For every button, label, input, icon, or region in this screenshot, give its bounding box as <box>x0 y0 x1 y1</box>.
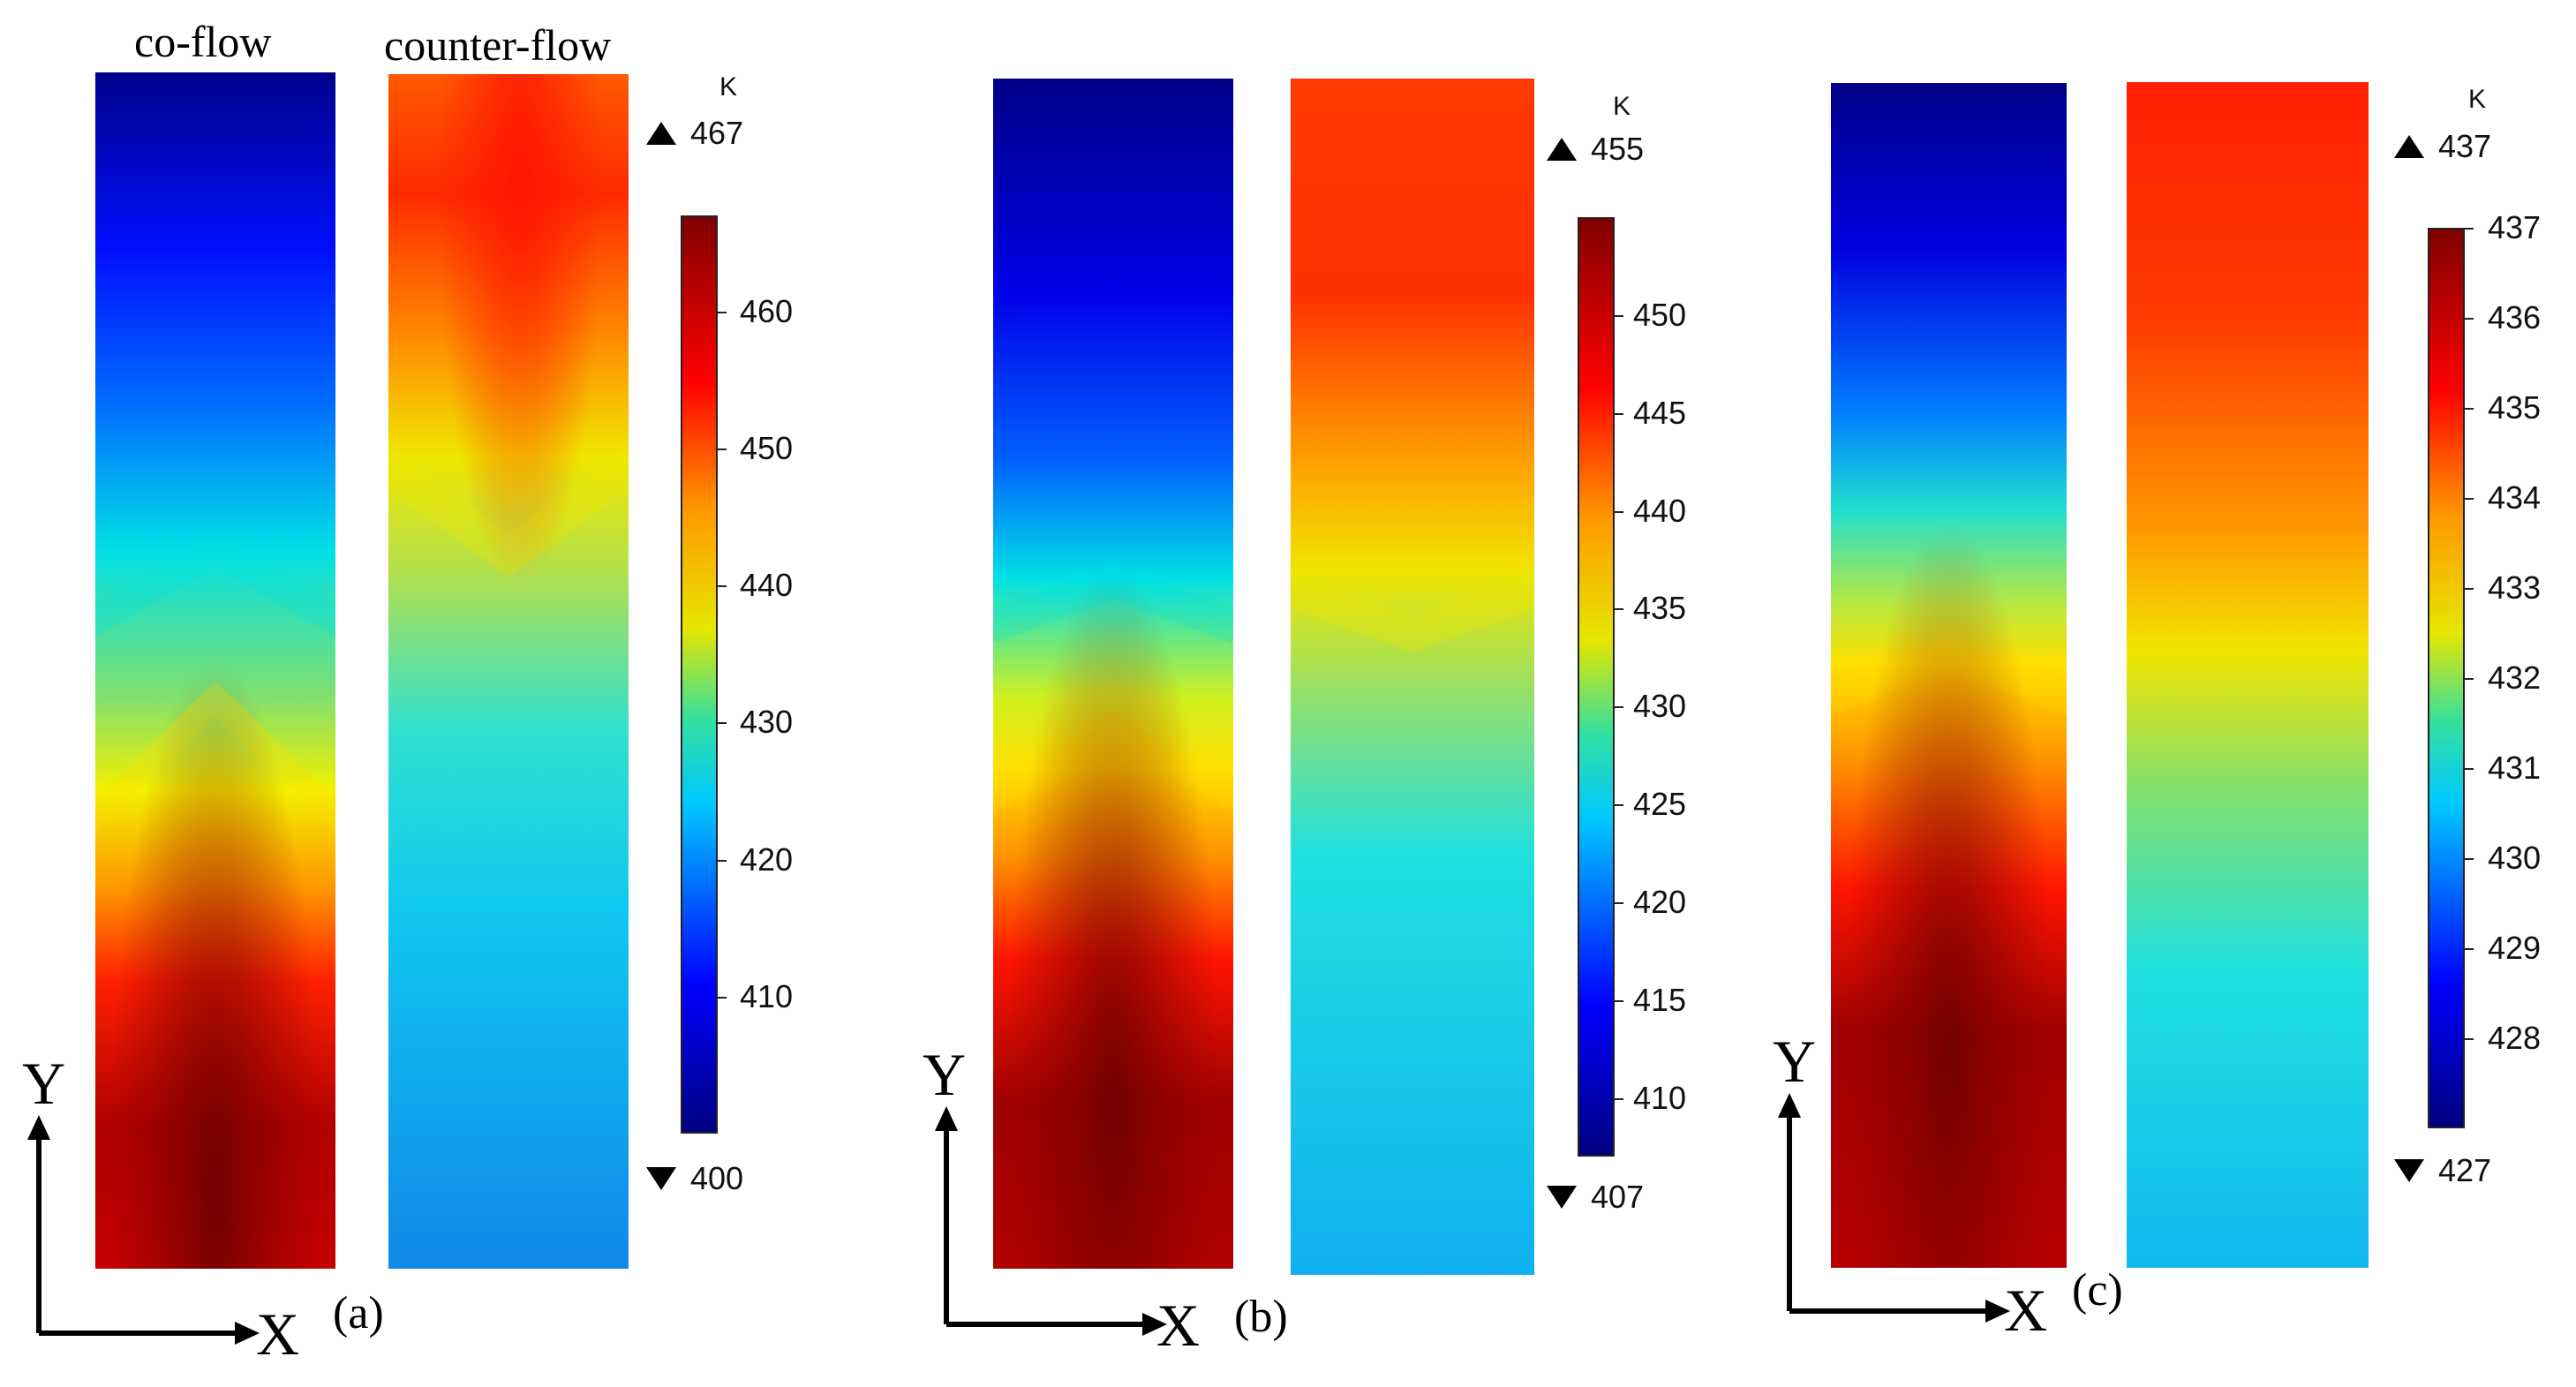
max-triangle-icon <box>646 122 676 145</box>
colorbar-tick-label: 440 <box>740 567 794 604</box>
panel-a-colorbar <box>681 215 718 1134</box>
panel-b-max: 455 <box>1547 131 1644 168</box>
colorbar-tick-label: 415 <box>1633 981 1687 1018</box>
colorbar-tick-label: 410 <box>740 977 794 1014</box>
colorbar-tick <box>2465 768 2474 770</box>
panel-c-counter-flow-map <box>2127 82 2369 1268</box>
colorbar-tick <box>1615 314 1623 317</box>
panel-b-unit: K <box>1613 92 1631 121</box>
colorbar-tick <box>1615 1097 1623 1100</box>
panel-b-colorbar <box>1578 217 1615 1157</box>
colorbar-tick <box>1615 901 1623 904</box>
colorbar-tick-label: 450 <box>740 429 794 466</box>
colorbar-tick-label: 450 <box>1633 296 1687 333</box>
colorbar-tick-label: 430 <box>1633 688 1687 725</box>
panel-a-max-value: 467 <box>690 115 744 151</box>
colorbar-tick <box>1615 706 1623 709</box>
panel-a-max: 467 <box>646 115 743 152</box>
panel-a-label: (a) <box>333 1288 384 1338</box>
panel-a-co-flow-map <box>95 72 335 1269</box>
min-triangle-icon <box>1547 1186 1577 1209</box>
panel-a-unit: K <box>719 72 738 102</box>
colorbar-tick-label: 435 <box>1633 590 1687 627</box>
colorbar-tick <box>2465 318 2474 320</box>
colorbar-tick <box>1615 999 1623 1002</box>
panel-b-co-flow-map <box>993 79 1233 1269</box>
colorbar-tick-label: 432 <box>2488 660 2542 696</box>
colorbar-tick-label: 428 <box>2488 1020 2542 1056</box>
colorbar-tick <box>718 996 727 999</box>
min-triangle-icon <box>646 1167 676 1190</box>
colorbar-tick-label: 460 <box>740 292 794 329</box>
panel-c-y-axis-label: Y <box>1773 1028 1817 1095</box>
panel-c-colorbar <box>2428 228 2465 1128</box>
colorbar-tick-label: 420 <box>740 840 794 878</box>
colorbar-tick-label: 431 <box>2488 750 2542 786</box>
colorbar-tick <box>2465 228 2474 230</box>
panel-c-min: 427 <box>2394 1152 2491 1189</box>
colorbar-tick-label: 434 <box>2488 479 2542 516</box>
min-triangle-icon <box>2394 1159 2424 1182</box>
colorbar-tick <box>2465 678 2474 680</box>
colorbar-tick <box>2465 498 2474 500</box>
colorbar-tick <box>1615 804 1623 806</box>
colorbar-tick <box>2465 948 2474 950</box>
panel-c-axes <box>1778 1093 2010 1323</box>
panel-c-x-axis-label: X <box>2004 1277 2048 1344</box>
panel-b-min: 407 <box>1547 1179 1644 1216</box>
colorbar-tick <box>2465 1038 2474 1040</box>
colorbar-tick <box>718 311 727 313</box>
colorbar-tick-label: 430 <box>2488 840 2542 876</box>
panel-c-min-value: 427 <box>2438 1152 2492 1188</box>
colorbar-tick-label: 410 <box>1633 1079 1687 1116</box>
colorbar-tick <box>2465 408 2474 410</box>
max-triangle-icon <box>2394 135 2424 158</box>
colorbar-tick-label: 429 <box>2488 930 2542 966</box>
panel-a-counter-flow-map <box>388 74 629 1269</box>
colorbar-tick-label: 430 <box>740 704 794 741</box>
panel-b-label: (b) <box>1234 1292 1288 1342</box>
colorbar-tick <box>1615 608 1623 611</box>
panel-b-max-value: 455 <box>1591 131 1645 167</box>
colorbar-tick-label: 435 <box>2488 389 2542 426</box>
colorbar-tick <box>2465 588 2474 590</box>
panel-c-max-value: 437 <box>2438 128 2492 164</box>
panel-b-counter-flow-map <box>1291 79 1534 1275</box>
panel-b-axes <box>935 1106 1167 1336</box>
counter-flow-title: counter-flow <box>384 20 612 70</box>
panel-b-min-value: 407 <box>1591 1179 1645 1215</box>
panel-c-max: 437 <box>2394 128 2491 165</box>
colorbar-tick-label: 420 <box>1633 883 1687 920</box>
panel-a-min-value: 400 <box>690 1160 744 1196</box>
colorbar-tick-label: 437 <box>2488 209 2542 245</box>
colorbar-tick-label: 433 <box>2488 569 2542 606</box>
panel-c-unit: K <box>2468 85 2487 114</box>
colorbar-tick-label: 440 <box>1633 492 1687 529</box>
colorbar-tick <box>1615 510 1623 513</box>
panel-a-axes <box>27 1115 260 1345</box>
colorbar-tick <box>718 585 727 588</box>
colorbar-tick <box>1615 412 1623 415</box>
colorbar-tick <box>2465 858 2474 860</box>
max-triangle-icon <box>1547 138 1577 161</box>
panel-a-x-axis-label: X <box>256 1300 300 1368</box>
panel-b-y-axis-label: Y <box>923 1041 967 1108</box>
panel-c-co-flow-map <box>1831 83 2067 1268</box>
panel-b-x-axis-label: X <box>1156 1292 1201 1359</box>
colorbar-tick <box>718 448 727 450</box>
panel-a-y-axis-label: Y <box>22 1050 66 1117</box>
co-flow-title: co-flow <box>134 17 272 66</box>
colorbar-tick-label: 436 <box>2488 299 2542 335</box>
panel-c-label: (c) <box>2072 1265 2123 1315</box>
panel-a-min: 400 <box>646 1160 743 1197</box>
colorbar-tick-label: 445 <box>1633 394 1687 431</box>
colorbar-tick-label: 425 <box>1633 786 1687 822</box>
colorbar-tick <box>718 722 727 725</box>
colorbar-tick <box>718 859 727 862</box>
